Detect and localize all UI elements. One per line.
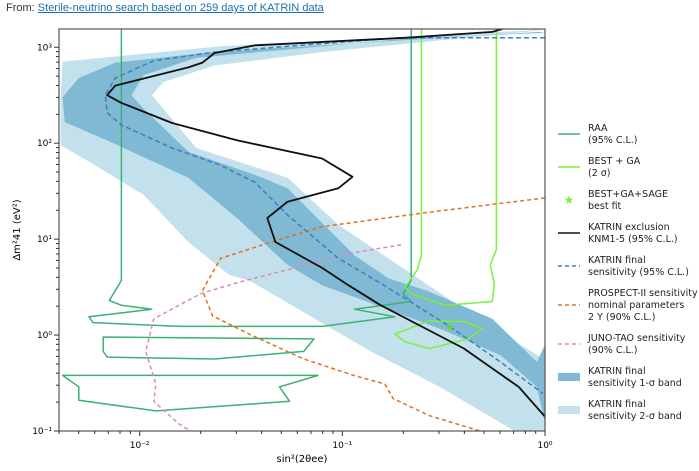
from-label: From: [6, 2, 35, 14]
series-best-ga-island [394, 319, 483, 350]
series-raa-island-2 [61, 374, 319, 412]
legend-label: BEST+GA+SAGE [588, 189, 668, 200]
series-katrin-final-sensitivity-95-c-l [104, 36, 545, 395]
figure-source-header: From: Sterile-neutrino search based on 2… [6, 2, 324, 14]
plot-area: ★ [60, 29, 545, 431]
best-fit-star-marker: ★ [445, 320, 456, 334]
legend-label: KATRIN exclusion [588, 222, 670, 233]
legend-label: (95% C.L.) [588, 135, 638, 146]
legend-label: sensitivity (95% C.L.) [588, 267, 689, 278]
x-tick-label: 10⁻² [130, 441, 150, 451]
legend-label: (2 σ) [588, 168, 611, 179]
legend-label: sensitivity 1-σ band [588, 378, 682, 389]
y-tick-label: 10⁰ [37, 331, 52, 341]
legend-star-icon: ★ [564, 193, 575, 207]
legend-label: KNM1-5 (95% C.L.) [588, 234, 678, 245]
legend-label: KATRIN final [588, 399, 646, 410]
legend-label: KATRIN final [588, 255, 646, 266]
series-raa-island-1 [102, 336, 315, 360]
series-raa-95-c-l [88, 29, 412, 328]
x-tick-label: 10⁰ [537, 441, 552, 451]
y-tick-label: 10¹ [37, 235, 52, 245]
legend-label: KATRIN final [588, 366, 646, 377]
y-tick-label: 10² [37, 139, 52, 149]
x-tick-label: 10⁻¹ [332, 441, 352, 451]
article-link[interactable]: Sterile-neutrino search based on 259 day… [37, 2, 324, 14]
legend-item: BEST + GA(2 σ) [558, 156, 641, 179]
legend-label: RAA [588, 123, 608, 134]
legend-item: RAA(95% C.L.) [558, 123, 638, 146]
legend-label: PROSPECT-II sensitivity [588, 288, 698, 299]
y-tick-label: 10³ [37, 43, 52, 53]
legend-label: sensitivity 2-σ band [588, 411, 682, 422]
legend-label: nominal parameters [588, 300, 684, 311]
legend-swatch [558, 406, 580, 414]
legend-swatch [558, 373, 580, 381]
legend-label: (90% C.L.) [588, 345, 638, 356]
legend-label: best fit [588, 201, 622, 212]
series-best-ga-2 [404, 29, 498, 307]
series-prospect-ii-sensitivity-nominal-parameters-2-y-90-c-l [201, 197, 545, 431]
legend-label: JUNO-TAO sensitivity [587, 333, 686, 344]
plot-frame [58, 28, 546, 432]
legend-label: 2 Y (90% C.L.) [588, 312, 655, 323]
series-katrin-exclusion-knm1-5-95-c-l [106, 29, 545, 418]
y-axis-label: Δm²41 (eV²) [12, 199, 23, 260]
x-axis-label: sin²(2θee) [277, 454, 328, 465]
legend-item: JUNO-TAO sensitivity(90% C.L.) [558, 333, 686, 356]
band-katrin-final-sensitivity-1-band [62, 31, 545, 424]
series-juno-tao-sensitivity-90-c-l [144, 244, 402, 431]
legend-label: BEST + GA [588, 156, 641, 167]
axes: 10⁻² 10⁻¹ 10⁰ 10⁻¹ 10⁰ 10¹ 10² 10³ [32, 43, 553, 451]
legend: RAA(95% C.L.) BEST + GA(2 σ) ★ BEST+GA+SAGE… [558, 123, 698, 422]
y-tick-label: 10⁻¹ [32, 427, 52, 437]
